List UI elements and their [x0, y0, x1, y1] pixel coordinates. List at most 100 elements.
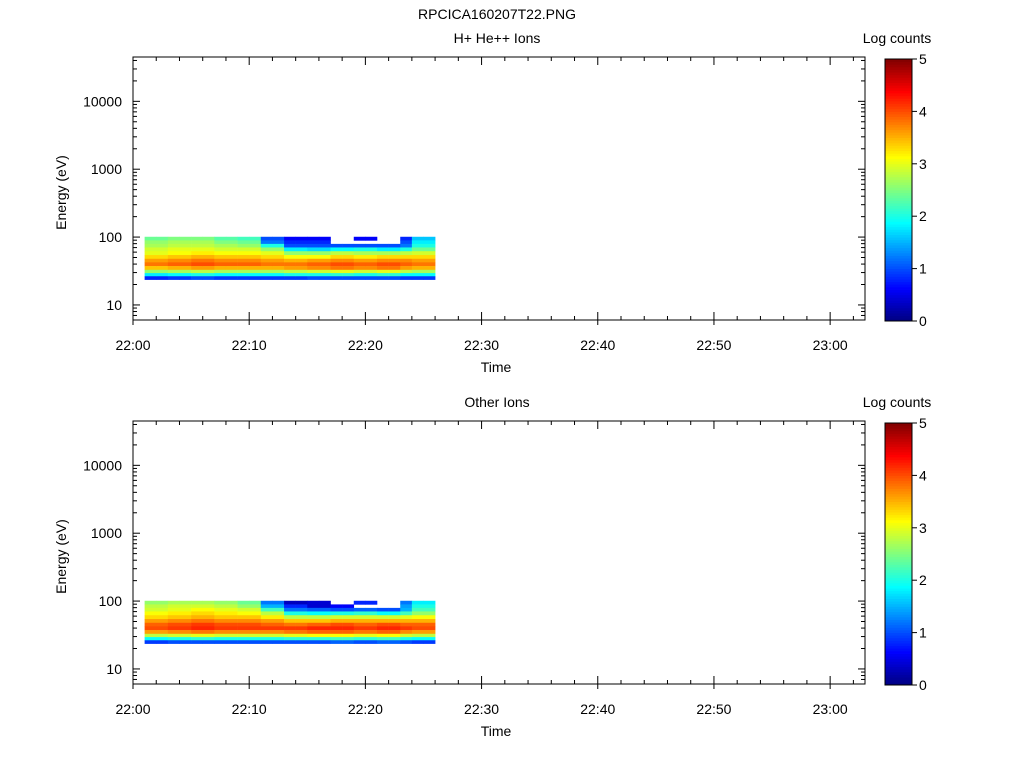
colorbar-strip [885, 525, 912, 529]
heatmap-cell [179, 630, 192, 635]
heatmap-cell [191, 247, 204, 252]
heatmap-cell [249, 262, 262, 267]
heatmap-cell [202, 615, 215, 620]
heatmap-cell [225, 258, 238, 263]
colorbar-strip [885, 506, 912, 510]
colorbar-strip [885, 95, 912, 99]
colorbar-strip [885, 606, 912, 610]
colorbar-strip [885, 216, 912, 220]
heatmap-cell [214, 600, 227, 605]
heatmap-cell [144, 637, 157, 641]
heatmap-cell [307, 611, 320, 616]
heatmap-cell [318, 630, 331, 635]
heatmap-cell [167, 240, 180, 245]
heatmap-cell [377, 615, 389, 620]
heatmap-cell [377, 255, 389, 260]
colorbar-strip [885, 522, 912, 526]
heatmap-cell [295, 637, 308, 641]
heatmap-cell [202, 630, 215, 635]
heatmap-cell [400, 607, 413, 612]
heatmap-cell [144, 633, 157, 638]
heatmap-cell [423, 262, 436, 267]
heatmap-cell [400, 637, 413, 641]
heatmap-cell [214, 269, 227, 274]
heatmap-cell [237, 262, 250, 267]
heatmap-cell [144, 276, 157, 280]
heatmap-cell [342, 243, 355, 248]
colorbar-strip [885, 103, 912, 107]
heatmap-cell [214, 615, 227, 620]
heatmap-cell [295, 247, 308, 252]
y-tick-label: 10000 [83, 457, 122, 473]
x-tick-label: 23:00 [813, 337, 848, 353]
heatmap-cell [202, 640, 215, 644]
heatmap-cell [318, 243, 331, 248]
heatmap-cell [144, 630, 157, 635]
heatmap-cell [202, 269, 215, 274]
heatmap-cell [377, 640, 389, 644]
heatmap-cell [167, 600, 180, 605]
colorbar-strip [885, 163, 912, 167]
heatmap-cell [353, 611, 366, 616]
colorbar-strip [885, 195, 912, 199]
colorbar-strip [885, 488, 912, 492]
heatmap-cell [191, 600, 204, 605]
heatmap-cell [179, 251, 192, 256]
colorbar-strip [885, 305, 912, 309]
heatmap-cell [307, 243, 320, 248]
colorbar-strip [885, 590, 912, 594]
heatmap-cell [179, 619, 192, 624]
heatmap-cell [388, 633, 401, 638]
heatmap-cell [167, 611, 180, 616]
colorbar-strip [885, 504, 912, 508]
heatmap-cell [179, 255, 192, 260]
heatmap-cell [156, 604, 169, 609]
heatmap-cell [330, 269, 343, 274]
heatmap-cell [353, 607, 366, 612]
heatmap-cell [342, 626, 355, 631]
heatmap-cell [191, 611, 204, 616]
heatmap-cell [365, 611, 378, 616]
heatmap-cell [272, 600, 285, 605]
colorbar-strip [885, 245, 912, 249]
heatmap-cell [365, 243, 378, 248]
heatmap-cell [260, 236, 273, 241]
heatmap-cell [191, 266, 204, 271]
heatmap-cell [318, 255, 331, 260]
colorbar-strip [885, 475, 912, 479]
colorbar-strip [885, 603, 912, 607]
heatmap-cell [377, 607, 389, 612]
heatmap-cell [225, 276, 238, 280]
heatmap-cell [202, 251, 215, 256]
heatmap-cell [353, 258, 366, 263]
heatmap-cell [156, 273, 169, 277]
heatmap-cell [237, 247, 250, 252]
colorbar-tick-label: 4 [919, 103, 927, 119]
heatmap-cell [307, 607, 320, 612]
heatmap-cell [411, 247, 424, 252]
heatmap-cell [388, 247, 401, 252]
heatmap-cell [167, 255, 180, 260]
x-tick-label: 22:40 [580, 701, 615, 717]
x-tick-label: 22:30 [464, 337, 499, 353]
heatmap-cell [191, 604, 204, 609]
heatmap-cell [295, 251, 308, 256]
heatmap-cell [307, 258, 320, 263]
heatmap-cell [365, 622, 378, 627]
heatmap-cell [400, 269, 413, 274]
heatmap-cell [237, 273, 250, 277]
heatmap-cell [400, 247, 413, 252]
heatmap-cell [411, 236, 424, 241]
heatmap-cell [318, 273, 331, 277]
colorbar-strip [885, 627, 912, 631]
colorbar-strip [885, 509, 912, 513]
colorbar-strip [885, 611, 912, 615]
heatmap-cell [295, 619, 308, 624]
heatmap-cell [237, 640, 250, 644]
heatmap-cell [144, 243, 157, 248]
colorbar-strip [885, 239, 912, 243]
colorbar-strip [885, 577, 912, 581]
heatmap-cell [214, 640, 227, 644]
heatmap-cell [202, 255, 215, 260]
heatmap-cell [330, 262, 343, 267]
